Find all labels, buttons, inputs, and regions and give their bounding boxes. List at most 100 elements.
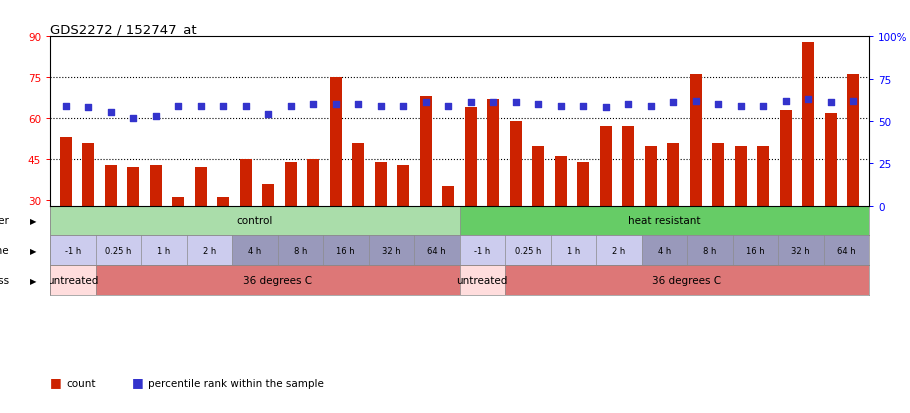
Bar [802, 43, 814, 282]
Point [216, 103, 230, 110]
Text: 36 degrees C: 36 degrees C [243, 275, 312, 285]
Point [531, 102, 546, 108]
Text: 16 h: 16 h [746, 246, 764, 255]
Bar [278, 236, 323, 266]
Point [58, 103, 73, 110]
Text: heat resistant: heat resistant [628, 216, 701, 226]
Point [373, 103, 388, 110]
Bar [532, 146, 544, 282]
Bar [733, 236, 778, 266]
Text: GDS2272 / 152747_at: GDS2272 / 152747_at [50, 23, 197, 36]
Bar [50, 206, 460, 236]
Bar [465, 108, 477, 282]
Text: 1 h: 1 h [567, 246, 580, 255]
Text: ▶: ▶ [30, 216, 37, 225]
Point [329, 102, 343, 108]
Bar [690, 75, 702, 282]
Text: 4 h: 4 h [248, 246, 261, 255]
Bar [505, 266, 869, 295]
Text: 2 h: 2 h [612, 246, 625, 255]
Text: percentile rank within the sample: percentile rank within the sample [148, 378, 324, 388]
Bar [127, 168, 139, 282]
Text: ▶: ▶ [30, 246, 37, 255]
Bar [149, 165, 162, 282]
Point [756, 103, 771, 110]
Point [81, 105, 96, 112]
Point [666, 100, 681, 107]
Bar [644, 146, 657, 282]
Point [194, 103, 208, 110]
Text: untreated: untreated [457, 275, 508, 285]
Bar [217, 198, 229, 282]
Point [846, 98, 861, 104]
Bar [141, 236, 187, 266]
Bar [60, 138, 72, 282]
Bar [187, 236, 232, 266]
Point [621, 102, 635, 108]
Bar [460, 266, 505, 295]
Bar [847, 75, 859, 282]
Text: stress: stress [0, 275, 9, 285]
Bar [172, 198, 185, 282]
Text: 0.25 h: 0.25 h [515, 246, 541, 255]
Text: 4 h: 4 h [658, 246, 671, 255]
Bar [551, 236, 596, 266]
Point [396, 103, 410, 110]
Bar [596, 236, 642, 266]
Text: ▶: ▶ [30, 276, 37, 285]
Text: count: count [66, 378, 96, 388]
Bar [442, 187, 454, 282]
Bar [577, 162, 590, 282]
Bar [757, 146, 770, 282]
Point [261, 112, 276, 118]
Bar [323, 236, 369, 266]
Text: -1 h: -1 h [474, 246, 490, 255]
Text: control: control [237, 216, 273, 226]
Bar [82, 143, 95, 282]
Point [486, 100, 501, 107]
Point [509, 100, 523, 107]
Bar [505, 236, 551, 266]
Bar [824, 114, 837, 282]
Text: ■: ■ [132, 375, 144, 388]
Bar [262, 184, 275, 282]
Bar [460, 236, 505, 266]
Bar [375, 162, 387, 282]
Text: 2 h: 2 h [203, 246, 216, 255]
Text: other: other [0, 216, 9, 226]
Bar [780, 111, 792, 282]
Point [576, 103, 591, 110]
Bar [734, 146, 747, 282]
Bar [105, 165, 117, 282]
Text: 64 h: 64 h [428, 246, 446, 255]
Point [779, 98, 794, 104]
Text: 1 h: 1 h [157, 246, 170, 255]
Bar [307, 160, 319, 282]
Bar [622, 127, 634, 282]
Bar [642, 236, 687, 266]
Point [599, 105, 613, 112]
Text: 8 h: 8 h [294, 246, 307, 255]
Bar [414, 236, 460, 266]
Bar [667, 143, 680, 282]
Text: -1 h: -1 h [65, 246, 81, 255]
Bar [510, 122, 522, 282]
Bar [687, 236, 733, 266]
Point [419, 100, 433, 107]
Point [238, 103, 253, 110]
Bar [50, 236, 96, 266]
Point [171, 103, 186, 110]
Point [553, 103, 568, 110]
Bar [713, 143, 724, 282]
Point [643, 103, 658, 110]
Bar [239, 160, 252, 282]
Point [801, 96, 815, 103]
Text: ■: ■ [50, 375, 62, 388]
Bar [778, 236, 824, 266]
Bar [420, 97, 432, 282]
Bar [369, 236, 414, 266]
Point [104, 110, 118, 116]
Text: 0.25 h: 0.25 h [106, 246, 131, 255]
Bar [329, 78, 342, 282]
Point [148, 113, 163, 120]
